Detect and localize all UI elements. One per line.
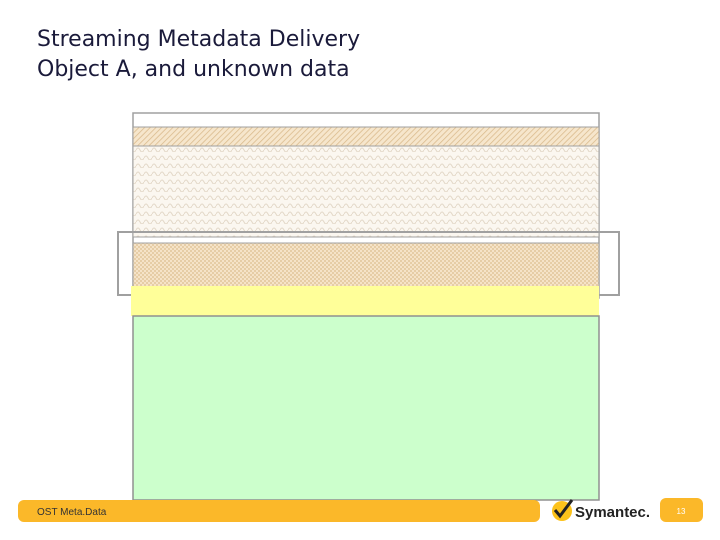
title-line: Streaming Metadata Delivery: [37, 27, 360, 52]
wave-block: [132, 145, 600, 238]
footer-bar: [18, 500, 540, 522]
checked-block: [132, 242, 600, 288]
title-line: Object A, and unknown data: [37, 57, 350, 82]
footer-label: OST Meta.Data: [37, 507, 107, 518]
brand-name: Symantec.: [575, 504, 650, 521]
page-number-box: [660, 498, 703, 522]
brand-check: [553, 499, 574, 519]
yellow-band: [131, 286, 599, 316]
green-block: [132, 315, 600, 501]
page-number: 13: [677, 507, 686, 516]
hatched-strip: [132, 126, 600, 147]
